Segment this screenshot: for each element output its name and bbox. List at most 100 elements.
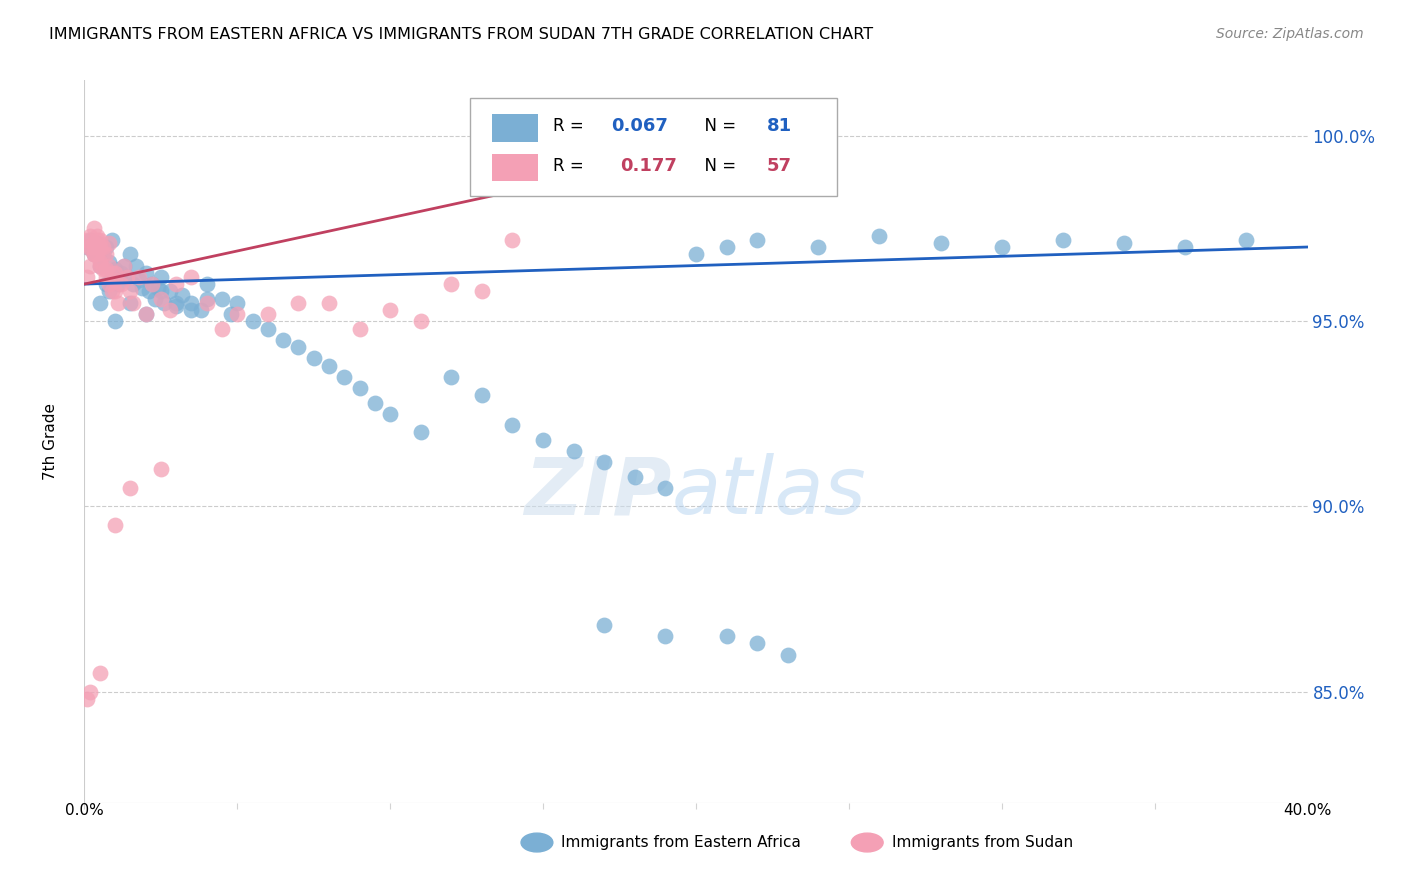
Point — [86, 247, 108, 261]
Point — [120, 295, 142, 310]
Point — [776, 648, 799, 662]
Point — [716, 629, 738, 643]
Text: Source: ZipAtlas.com: Source: ZipAtlas.com — [1216, 27, 1364, 41]
Point — [110, 266, 132, 280]
Point — [165, 295, 187, 310]
Point — [318, 359, 340, 373]
Point — [91, 240, 114, 254]
Point — [89, 233, 111, 247]
Point — [86, 228, 108, 243]
Point — [79, 259, 101, 273]
Point — [302, 351, 325, 366]
Point — [654, 629, 676, 643]
Point — [83, 240, 105, 254]
Point — [149, 462, 172, 476]
Point — [91, 262, 114, 277]
Point — [89, 240, 111, 254]
Point — [271, 333, 294, 347]
Point — [104, 262, 127, 277]
Circle shape — [851, 833, 883, 852]
Point — [333, 369, 356, 384]
Point — [97, 259, 120, 273]
Point — [409, 314, 432, 328]
Point — [135, 307, 157, 321]
Point — [226, 295, 249, 310]
Point — [593, 455, 616, 469]
Point — [1236, 233, 1258, 247]
Text: 40.0%: 40.0% — [1284, 803, 1331, 818]
Point — [440, 369, 463, 384]
Point — [159, 285, 181, 299]
Point — [125, 259, 148, 273]
Point — [502, 233, 524, 247]
Circle shape — [522, 833, 553, 852]
Point — [76, 233, 98, 247]
Point — [165, 277, 187, 291]
Point — [318, 295, 340, 310]
Point — [107, 295, 129, 310]
Point — [76, 692, 98, 706]
Point — [79, 240, 101, 254]
Point — [1114, 236, 1136, 251]
Point — [929, 236, 952, 251]
Point — [86, 233, 108, 247]
Point — [86, 236, 108, 251]
Point — [128, 269, 150, 284]
Point — [110, 277, 132, 291]
Text: R =: R = — [553, 117, 589, 135]
Point — [502, 417, 524, 432]
Point — [101, 266, 124, 280]
Point — [869, 228, 891, 243]
Point — [349, 381, 371, 395]
Point — [97, 236, 120, 251]
Point — [122, 277, 145, 291]
Point — [195, 277, 218, 291]
FancyBboxPatch shape — [470, 98, 837, 196]
Point — [104, 273, 127, 287]
Point — [94, 240, 117, 254]
Point — [165, 299, 187, 313]
Point — [79, 228, 101, 243]
Point — [83, 236, 105, 251]
Point — [1052, 233, 1074, 247]
Point — [79, 684, 101, 698]
Point — [180, 269, 202, 284]
Text: 81: 81 — [766, 117, 792, 135]
Point — [242, 314, 264, 328]
Point — [159, 303, 181, 318]
Point — [141, 277, 163, 291]
Point — [211, 321, 233, 335]
Point — [562, 443, 585, 458]
Text: ZIP: ZIP — [524, 453, 672, 531]
Text: Immigrants from Sudan: Immigrants from Sudan — [891, 835, 1073, 850]
Point — [83, 247, 105, 261]
Text: 57: 57 — [766, 156, 792, 175]
Point — [349, 321, 371, 335]
Point — [104, 314, 127, 328]
FancyBboxPatch shape — [492, 154, 538, 181]
Point — [654, 481, 676, 495]
Point — [112, 259, 135, 273]
Point — [195, 292, 218, 306]
Point — [180, 303, 202, 318]
Text: 0.177: 0.177 — [620, 156, 678, 175]
Point — [440, 277, 463, 291]
Point — [149, 269, 172, 284]
Point — [101, 269, 124, 284]
Point — [471, 285, 494, 299]
Point — [146, 281, 169, 295]
Point — [89, 255, 111, 269]
Point — [76, 240, 98, 254]
Point — [120, 285, 142, 299]
Point — [83, 221, 105, 235]
Point — [89, 666, 111, 681]
Text: N =: N = — [693, 117, 741, 135]
Point — [287, 295, 309, 310]
Point — [172, 288, 194, 302]
Point — [195, 295, 218, 310]
Point — [747, 233, 769, 247]
Point — [83, 247, 105, 261]
Point — [991, 240, 1014, 254]
Point — [287, 340, 309, 354]
Point — [380, 407, 402, 421]
